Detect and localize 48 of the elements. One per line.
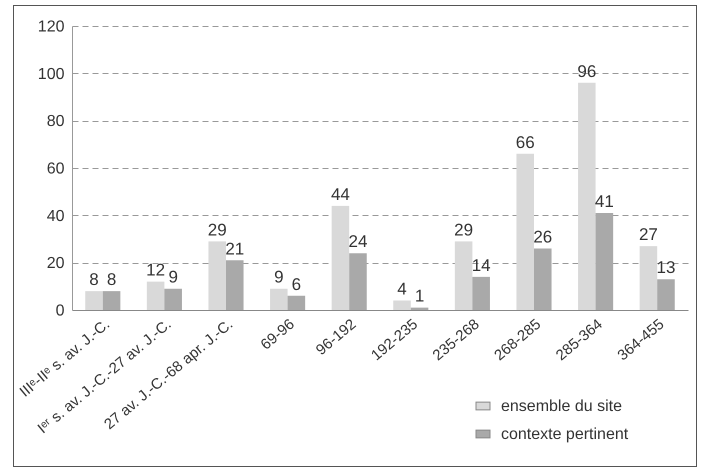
data-label: 21 bbox=[225, 239, 244, 258]
bar bbox=[472, 276, 490, 310]
y-tick-label: 120 bbox=[38, 18, 65, 36]
data-label: 8 bbox=[106, 270, 116, 290]
y-tick-label: 60 bbox=[46, 160, 65, 178]
bar bbox=[596, 212, 614, 310]
data-label: 44 bbox=[330, 184, 350, 204]
data-label: 24 bbox=[348, 232, 368, 252]
bar bbox=[657, 279, 675, 310]
data-label: 13 bbox=[656, 258, 676, 278]
bar bbox=[578, 82, 596, 310]
y-tick-label: 20 bbox=[46, 255, 65, 272]
bar bbox=[288, 296, 306, 310]
bar bbox=[270, 288, 288, 310]
bar bbox=[226, 260, 244, 310]
data-label: 26 bbox=[533, 227, 552, 246]
bar bbox=[164, 288, 182, 310]
bar bbox=[332, 206, 350, 310]
data-label: 12 bbox=[146, 260, 166, 280]
data-label: 96 bbox=[577, 62, 596, 81]
bar bbox=[208, 241, 226, 310]
bar bbox=[534, 248, 552, 310]
data-label: 29 bbox=[454, 220, 474, 240]
bar bbox=[454, 241, 472, 310]
data-label: 66 bbox=[516, 132, 535, 152]
data-label: 8 bbox=[89, 270, 99, 290]
data-label: 4 bbox=[397, 280, 407, 299]
data-label: 1 bbox=[414, 286, 424, 306]
y-tick-label: 100 bbox=[38, 66, 65, 83]
bar bbox=[146, 282, 164, 310]
data-label: 27 bbox=[638, 225, 658, 244]
bar bbox=[516, 154, 534, 310]
bar bbox=[393, 300, 411, 310]
data-label: 41 bbox=[594, 192, 614, 211]
y-tick-label: 40 bbox=[46, 208, 65, 225]
data-label: 6 bbox=[292, 274, 302, 294]
data-label: 29 bbox=[208, 220, 227, 240]
data-label: 9 bbox=[274, 268, 284, 287]
bar bbox=[640, 246, 658, 310]
data-label: 9 bbox=[168, 268, 178, 287]
y-tick-label: 0 bbox=[56, 302, 65, 320]
legend-label: ensemble du site bbox=[501, 398, 622, 415]
legend-label: contexte pertinent bbox=[501, 426, 629, 443]
bar bbox=[102, 291, 120, 310]
bar bbox=[85, 291, 103, 310]
data-label: 14 bbox=[472, 256, 491, 275]
y-tick-label: 80 bbox=[46, 113, 65, 130]
bar bbox=[349, 253, 367, 310]
